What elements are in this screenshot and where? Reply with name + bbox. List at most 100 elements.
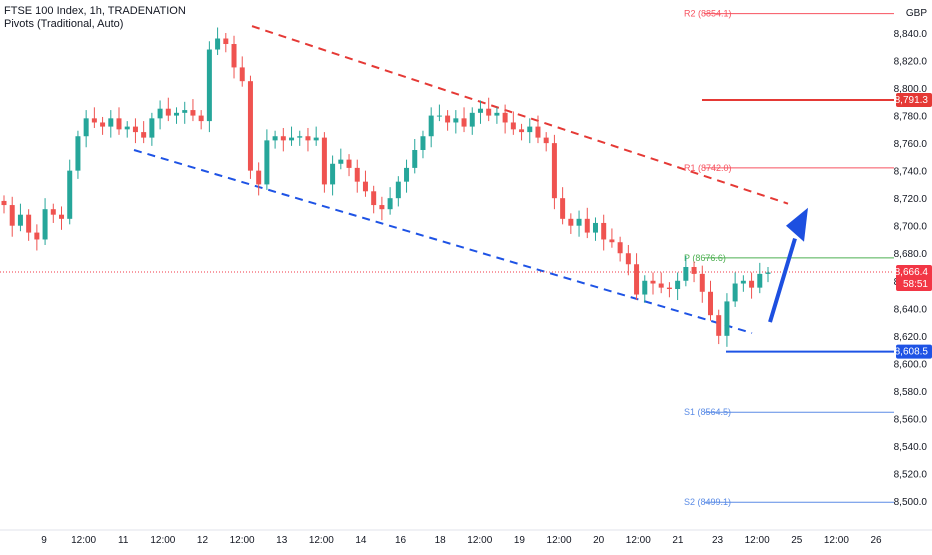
candle-body: [231, 44, 237, 68]
x-tick-label: 12:00: [547, 535, 572, 546]
resistance-price-badge-text: 8,791.3: [895, 95, 929, 106]
candle-body: [321, 137, 327, 185]
x-tick-label: 12:00: [467, 535, 492, 546]
candle-body: [9, 205, 15, 226]
candle-body: [412, 150, 418, 168]
candle-body: [395, 181, 401, 199]
candle-body: [206, 49, 212, 122]
candle-body: [100, 122, 106, 127]
last-price-badge-bg: [896, 264, 932, 291]
x-tick-label: 9: [41, 535, 47, 546]
candle-body: [510, 122, 516, 130]
x-tick-label: 16: [395, 535, 407, 546]
y-tick-label: 8,760.0: [894, 139, 928, 150]
candle-body: [609, 239, 615, 243]
x-tick-label: 25: [791, 535, 803, 546]
candle-body: [1, 200, 7, 206]
x-tick-label: 13: [276, 535, 288, 546]
candle-body: [519, 129, 525, 133]
candle-body: [724, 301, 730, 336]
candle-body: [280, 136, 286, 141]
x-tick-label: 12:00: [309, 535, 334, 546]
pivot-label-r1: R1 (8742.0): [684, 163, 732, 173]
y-tick-label: 8,560.0: [894, 414, 928, 425]
candle-body: [124, 126, 130, 130]
candle-body: [732, 283, 738, 302]
candle-body: [157, 108, 163, 119]
candle-body: [50, 209, 56, 215]
candle-body: [527, 126, 533, 133]
candle-body: [404, 167, 410, 182]
y-tick-label: 8,580.0: [894, 387, 928, 398]
support-price-badge-text: 8,608.5: [895, 347, 929, 358]
candle-body: [592, 222, 598, 233]
candle-body: [757, 273, 763, 288]
projection-arrow-head: [786, 207, 808, 242]
candle-body: [330, 163, 336, 185]
candle-body: [765, 272, 771, 274]
candle-body: [494, 112, 500, 116]
candle-body: [420, 136, 426, 150]
x-tick-label: 21: [672, 535, 684, 546]
candle-body: [502, 112, 508, 123]
x-tick-label: 12: [197, 535, 209, 546]
candle-body: [75, 136, 81, 171]
candle-body: [486, 108, 492, 116]
candle-body: [691, 267, 697, 274]
x-tick-label: 12:00: [71, 535, 96, 546]
x-tick-label: 23: [712, 535, 724, 546]
candle-body: [289, 137, 295, 141]
candle-body: [576, 218, 582, 226]
candle-body: [740, 280, 746, 284]
candle-body: [17, 214, 23, 226]
candle-body: [59, 214, 65, 219]
candle-body: [675, 280, 681, 290]
x-tick-label: 26: [870, 535, 882, 546]
candle-body: [34, 232, 40, 240]
y-tick-label: 8,780.0: [894, 112, 928, 123]
y-tick-label: 8,720.0: [894, 194, 928, 205]
candle-body: [264, 140, 270, 185]
y-tick-label: 8,840.0: [894, 29, 928, 40]
x-tick-label: 12:00: [230, 535, 255, 546]
candle-body: [379, 205, 385, 210]
candle-body: [445, 115, 451, 123]
x-tick-label: 12:00: [150, 535, 175, 546]
projection-arrow-shaft: [768, 238, 797, 323]
pivot-label-r2: R2 (8854.1): [684, 9, 732, 19]
candle-body: [461, 118, 467, 127]
candle-body: [313, 137, 319, 141]
candle-body: [428, 115, 434, 137]
candle-body: [338, 159, 344, 164]
candle-body: [223, 38, 229, 45]
y-tick-label: 8,740.0: [894, 167, 928, 178]
candle-body: [305, 136, 311, 141]
resistance-price-badge-bg: [896, 93, 932, 108]
y-tick-label: 8,600.0: [894, 359, 928, 370]
candle-body: [658, 283, 664, 288]
candle-body: [551, 143, 557, 199]
candle-body: [346, 159, 352, 168]
candle-body: [543, 137, 549, 144]
y-tick-label: 8,640.0: [894, 304, 928, 315]
candle-body: [371, 191, 377, 206]
y-tick-label: 8,820.0: [894, 57, 928, 68]
candle-body: [666, 287, 672, 290]
candle-body: [215, 38, 221, 50]
x-tick-label: 12:00: [626, 535, 651, 546]
candle-body: [132, 126, 138, 133]
candle-body: [436, 115, 442, 117]
y-tick-label: 8,620.0: [894, 332, 928, 343]
x-tick-label: 12:00: [745, 535, 770, 546]
candle-body: [634, 264, 640, 295]
candle-body: [297, 136, 303, 138]
candle-body: [625, 253, 631, 265]
candle-body: [272, 136, 278, 141]
x-tick-label: 19: [514, 535, 526, 546]
y-tick-label: 8,540.0: [894, 442, 928, 453]
candle-body: [256, 170, 262, 185]
indicator-label[interactable]: Pivots (Traditional, Auto): [4, 18, 124, 30]
x-tick-label: 11: [118, 535, 129, 546]
